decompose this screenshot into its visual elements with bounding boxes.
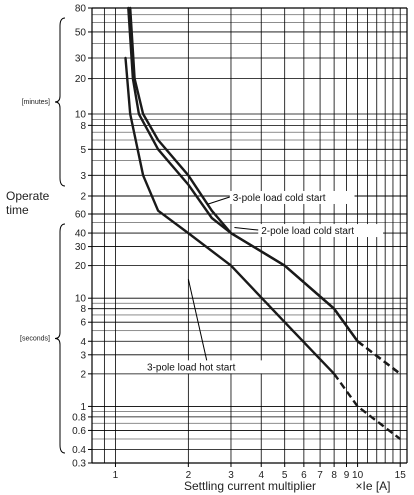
x-tick-label: 5 (282, 470, 288, 481)
x-tick-label: 15 (395, 470, 407, 481)
y-tick-label: 80 (75, 4, 87, 15)
x-tick-label: 8 (331, 470, 337, 481)
x-axis-title: Settling current multiplier (184, 479, 316, 493)
y-tick-label: 0.6 (72, 426, 86, 437)
x-tick-label: 7 (317, 470, 323, 481)
series-label-box (144, 360, 264, 374)
y-tick-label: 2 (80, 369, 86, 380)
y-tick-label: 4 (80, 337, 86, 348)
unit-brace (54, 17, 66, 187)
x-tick-label: 4 (258, 470, 264, 481)
series-leader-line (187, 279, 208, 361)
y-tick-label: 3 (80, 171, 86, 182)
y-axis-title-line-2: time (6, 203, 29, 217)
labels: 23581020305080[minutes]0.30.40.60.812346… (6, 4, 406, 494)
y-tick-label: 10 (75, 294, 87, 305)
series-label-box (229, 190, 355, 204)
minutes-unit-label: [minutes] (22, 99, 50, 106)
y-tick-label: 6 (80, 318, 86, 329)
seconds-unit-label: [seconds] (20, 336, 50, 343)
series-leader-line (234, 227, 259, 231)
y-tick-label: 10 (75, 109, 87, 120)
x-tick-label: 9 (344, 470, 350, 481)
y-tick-label: 50 (75, 27, 87, 38)
y-tick-label: 30 (75, 242, 87, 253)
y-tick-label: 40 (75, 229, 87, 240)
series-layer (124, 6, 401, 440)
series-label-box (258, 224, 384, 238)
y-tick-label: 8 (80, 304, 86, 315)
axes (54, 7, 408, 467)
x-tick-label: 6 (301, 470, 307, 481)
series-leader-line (207, 196, 230, 205)
x-tick-label: 3 (228, 470, 234, 481)
y-tick-label: 3 (80, 350, 86, 361)
series-line-2-extrapolated (356, 340, 401, 375)
series-label-1: 3-pole load cold start (233, 193, 326, 204)
unit-brace (54, 223, 66, 454)
y-tick-label: 0.3 (72, 459, 86, 470)
y-tick-label: 1 (80, 402, 86, 413)
y-tick-label: 20 (75, 261, 87, 272)
y-tick-label: 8 (80, 121, 86, 132)
y-tick-label: 5 (80, 145, 86, 156)
y-tick-label: 30 (75, 53, 87, 64)
x-tick-label: 10 (352, 470, 364, 481)
series-line-2 (127, 6, 359, 343)
series-line-3-extrapolated (333, 373, 401, 440)
y-tick-label: 0.8 (72, 412, 86, 423)
y-tick-label: 60 (75, 210, 87, 221)
y-tick-label: 0.4 (72, 445, 86, 456)
series-label-2: 2-pole load cold start (261, 226, 354, 237)
x-axis-unit: ×Ie [A] (355, 479, 390, 493)
y-tick-label: 20 (75, 74, 87, 85)
x-tick-label: 1 (113, 470, 119, 481)
y-tick-label: 2 (80, 192, 86, 203)
series-label-3: 3-pole load hot start (147, 362, 236, 373)
x-tick-label: 2 (186, 470, 192, 481)
series-line-3 (124, 56, 336, 375)
y-axis-title-line-1: Operate (6, 189, 50, 203)
